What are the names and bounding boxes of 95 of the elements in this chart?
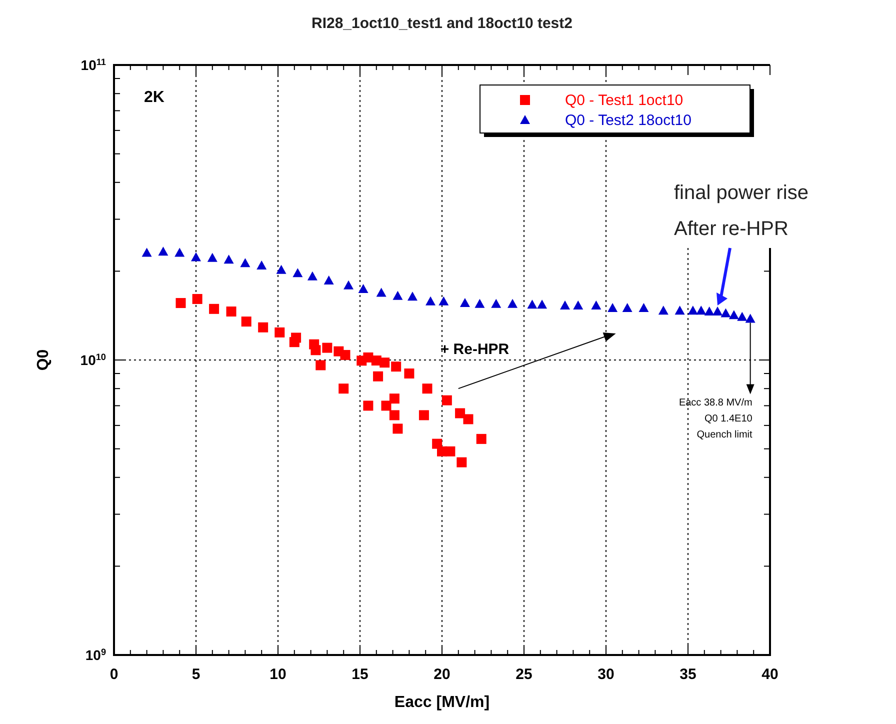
point <box>389 410 400 420</box>
point <box>240 258 250 268</box>
point <box>174 248 185 257</box>
point <box>460 298 470 308</box>
point <box>322 342 332 353</box>
x-axis-title: Eacc [MV/m] <box>394 694 490 711</box>
point <box>508 298 518 308</box>
point <box>418 410 429 420</box>
point <box>340 350 350 360</box>
annotation: + Re-HPR <box>440 341 510 358</box>
point <box>142 248 152 257</box>
annotation: Q0 1.4E10 <box>704 414 753 425</box>
annotation: final power rise <box>674 182 809 204</box>
x-tick-label: 35 <box>680 666 696 683</box>
point <box>176 298 186 308</box>
x-tick-label: 5 <box>192 666 200 683</box>
point <box>407 292 418 301</box>
point <box>591 300 602 310</box>
point <box>527 300 538 309</box>
point <box>704 306 714 316</box>
x-tick-label: 25 <box>516 666 532 683</box>
annotation: Quench limit <box>696 430 753 441</box>
annotation: Eacc 38.8 MV/m <box>678 398 752 409</box>
point <box>638 303 649 312</box>
point <box>456 457 467 468</box>
point <box>389 394 400 404</box>
point <box>292 268 303 278</box>
point <box>276 264 286 274</box>
x-tick-label: 40 <box>762 666 778 683</box>
point <box>274 327 285 338</box>
y-axis-title: Q0 <box>35 349 52 371</box>
point <box>608 303 618 312</box>
point <box>426 296 436 306</box>
point <box>560 300 570 310</box>
point <box>192 294 202 304</box>
legend-label: Q0 - Test1 1oct10 <box>565 92 684 109</box>
point <box>463 414 474 424</box>
point <box>391 362 402 372</box>
point <box>358 284 368 294</box>
point <box>474 298 485 308</box>
point <box>720 308 731 318</box>
point <box>338 384 349 394</box>
point <box>307 271 318 280</box>
point <box>258 322 268 332</box>
point <box>728 310 739 320</box>
point <box>537 300 548 309</box>
point <box>442 395 452 406</box>
x-tick-label: 10 <box>270 666 286 683</box>
chart-title: RI28_1oct10_test1 and 18oct10 test2 <box>312 15 572 32</box>
point <box>191 252 201 262</box>
point <box>658 306 668 315</box>
point <box>289 337 300 348</box>
point <box>226 306 236 317</box>
x-tick-label: 30 <box>598 666 614 683</box>
point <box>745 314 756 323</box>
point <box>324 275 334 284</box>
point <box>404 368 414 378</box>
point <box>363 400 374 411</box>
point <box>207 252 218 262</box>
point <box>380 358 390 368</box>
point <box>476 434 486 444</box>
x-tick-label: 20 <box>434 666 450 683</box>
point <box>392 424 403 434</box>
point <box>224 254 234 264</box>
point <box>344 280 354 290</box>
point <box>674 306 685 315</box>
annotation: 2K <box>144 89 165 106</box>
point <box>573 300 584 310</box>
point <box>316 360 326 370</box>
y-tick-label: 10$^{9}$ <box>85 647 106 663</box>
y-tick-label: 10$^{10}$ <box>80 352 106 368</box>
point <box>381 400 392 411</box>
point <box>241 316 252 327</box>
point <box>158 246 168 256</box>
y-tick-label: 10$^{11}$ <box>80 57 106 73</box>
annotation: After re-HPR <box>674 218 788 240</box>
point <box>438 296 449 306</box>
point <box>373 371 384 382</box>
point <box>737 312 748 321</box>
x-tick-label: 0 <box>110 666 118 683</box>
point <box>209 304 220 314</box>
point <box>445 446 456 456</box>
point <box>622 303 632 312</box>
point <box>696 306 706 315</box>
point <box>256 260 267 270</box>
point <box>688 306 698 315</box>
x-tick-label: 15 <box>352 666 368 683</box>
point <box>310 345 321 356</box>
point <box>392 290 403 300</box>
point <box>376 288 386 297</box>
legend-label: Q0 - Test2 18oct10 <box>565 112 692 129</box>
point <box>455 408 466 418</box>
point <box>422 384 432 394</box>
point <box>712 306 723 316</box>
point <box>491 298 502 308</box>
